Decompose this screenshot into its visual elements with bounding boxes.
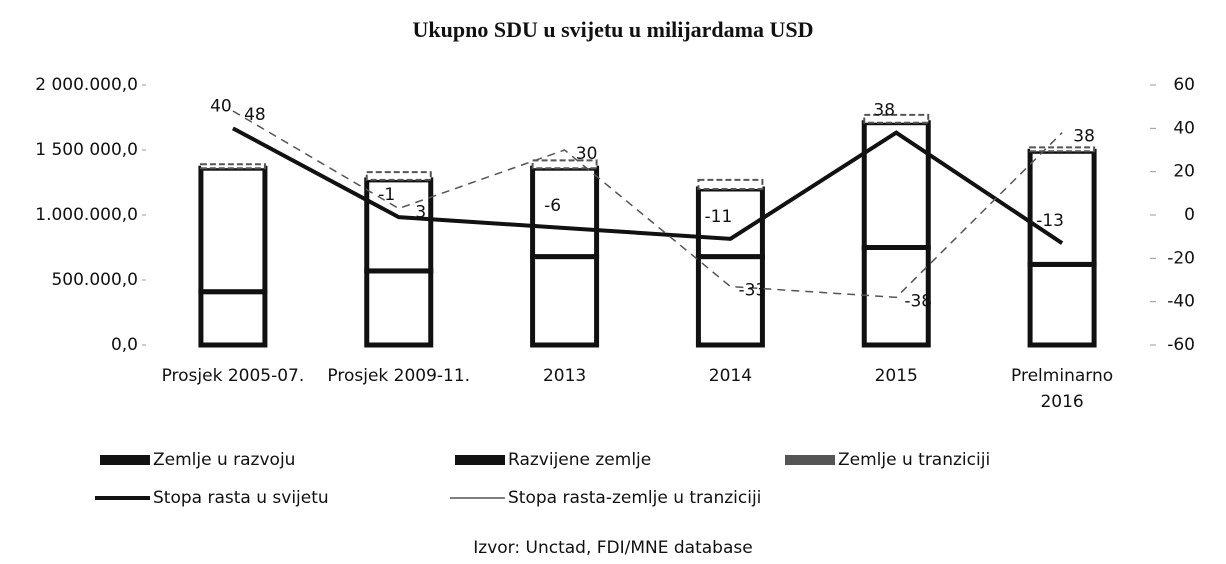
bar-segment bbox=[531, 159, 598, 170]
bar-segment bbox=[199, 163, 266, 170]
bar-segment bbox=[530, 165, 600, 260]
bar-segment bbox=[365, 171, 432, 181]
bar-segment bbox=[861, 120, 931, 250]
bar-segment bbox=[1027, 148, 1097, 267]
bar-segment bbox=[697, 178, 764, 190]
line-series bbox=[232, 110, 1063, 299]
data-label: -11 bbox=[705, 207, 733, 227]
y2-tick-label: 0 bbox=[1184, 205, 1195, 225]
bar-segment bbox=[530, 254, 600, 348]
legend-label: Razvijene zemlje bbox=[508, 450, 651, 470]
x-tick-label: 2015 bbox=[875, 366, 918, 386]
chart-title: Ukupno SDU u svijetu u milijardama USD bbox=[413, 17, 814, 42]
y-tick-label: 2 000.000,0 bbox=[35, 75, 138, 95]
data-label: -33 bbox=[739, 281, 767, 301]
data-label: 3 bbox=[415, 203, 426, 223]
data-label: 48 bbox=[244, 105, 266, 125]
bar-segment bbox=[695, 254, 765, 348]
x-tick-label: Prosjek 2005-07. bbox=[162, 366, 305, 386]
bar-segment bbox=[1027, 261, 1097, 348]
y2-tick-label: 20 bbox=[1173, 162, 1195, 182]
data-label: 38 bbox=[1073, 127, 1095, 147]
source: Izvor: Unctad, FDI/MNE database bbox=[473, 538, 752, 558]
y2-tick-label: 60 bbox=[1173, 75, 1195, 95]
y-tick-label: 1.000.000,0 bbox=[35, 205, 138, 225]
legend-swatch bbox=[785, 455, 835, 465]
y2-tick-label: 40 bbox=[1173, 118, 1195, 138]
data-label: 38 bbox=[873, 101, 895, 121]
data-label: 40 bbox=[210, 96, 232, 116]
x-tick-label: 2014 bbox=[709, 366, 752, 386]
y-tick-label: 500.000,0 bbox=[51, 270, 138, 290]
data-label: -38 bbox=[904, 291, 932, 311]
y2-tick-label: -40 bbox=[1167, 292, 1195, 312]
bar-segment bbox=[364, 177, 434, 274]
bar-segment bbox=[863, 113, 930, 124]
bar-segment bbox=[1029, 146, 1096, 153]
x-tick-label: Prelminarno 2016 bbox=[1011, 366, 1113, 412]
data-label: -13 bbox=[1036, 211, 1064, 231]
legend-label: Stopa rasta u svijetu bbox=[153, 488, 329, 508]
bar-segment bbox=[364, 268, 434, 348]
line-series bbox=[231, 126, 1064, 245]
bar-segment bbox=[198, 165, 268, 295]
data-label: 30 bbox=[576, 144, 598, 164]
bar-segment bbox=[198, 289, 268, 348]
bar-segment bbox=[861, 245, 931, 348]
y2-tick-label: -60 bbox=[1167, 335, 1195, 355]
legend-label: Zemlje u tranziciji bbox=[838, 450, 990, 470]
x-tick-label: Prosjek 2009-11. bbox=[327, 366, 470, 386]
y-tick-label: 1 500 000,0 bbox=[35, 140, 138, 160]
y-tick-label: 0,0 bbox=[111, 335, 138, 355]
legend-swatch bbox=[100, 455, 150, 465]
data-label: -6 bbox=[544, 196, 561, 216]
x-tick-label: 2013 bbox=[543, 366, 586, 386]
legend-swatch bbox=[455, 455, 505, 465]
legend-label: Zemlje u razvoju bbox=[153, 450, 295, 470]
y2-tick-label: -20 bbox=[1167, 248, 1195, 268]
legend-label: Stopa rasta-zemlje u tranziciji bbox=[508, 488, 761, 508]
data-label: -1 bbox=[378, 185, 395, 205]
